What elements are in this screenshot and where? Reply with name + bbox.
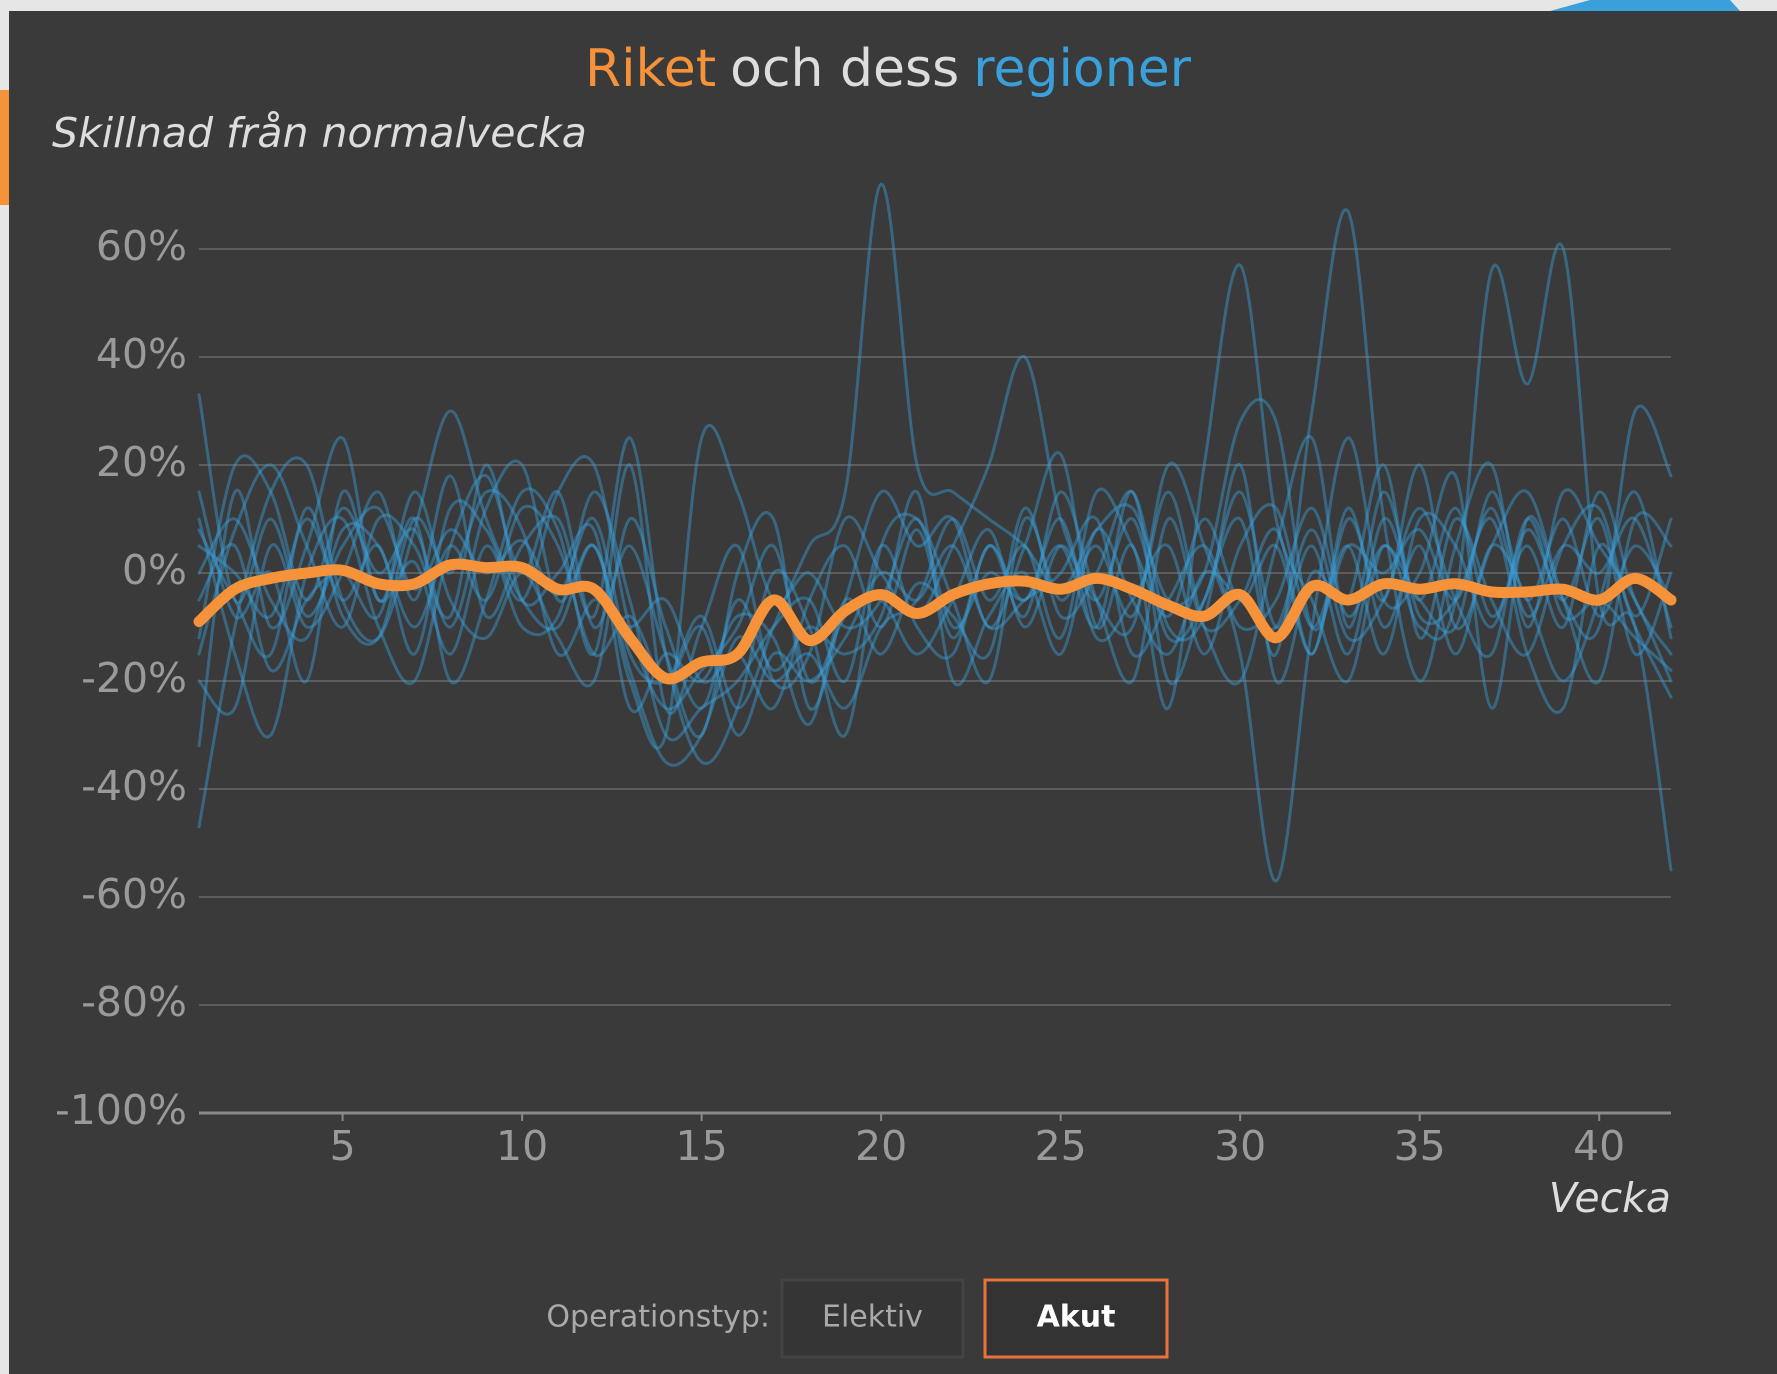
y-tick-label: 60% [96,222,187,270]
option-label[interactable]: Akut [1037,1300,1116,1335]
y-tick-label: 40% [96,330,187,378]
region-line [197,355,1673,883]
control-label: Operationstyp: [546,1300,770,1335]
option-label[interactable]: Elektiv [822,1300,923,1335]
option-button[interactable] [780,1278,965,1359]
y-tick-label: -100% [55,1086,187,1134]
chart-title: Riket och dess regioner [585,39,1192,99]
grid: -100% -80% -60% -40% -20% 0% 20% 40% 60% 5 10 15 20 2… [55,222,1671,1170]
left-accent [0,90,9,205]
region-line [197,454,1673,767]
y-tick-label: 20% [96,438,187,486]
region-line [197,489,1673,742]
x-tick-label: 35 [1394,1122,1446,1170]
option-button[interactable] [983,1278,1169,1359]
region-line [197,208,1673,829]
riket-line [193,558,1677,685]
controls: Operationstyp: Elektiv Akut [546,1278,1169,1359]
y-tick-label: -80% [81,978,187,1026]
region-lines [197,182,1673,883]
corner-accent [1550,0,1740,11]
left-strip [0,0,9,1374]
x-tick-label: 20 [855,1122,907,1170]
y-axis-label: Skillnad från normalvecka [52,109,587,157]
title-joiner: och dess [730,39,959,99]
region-line [197,463,1673,726]
x-axis-label: Vecka [1549,1174,1671,1222]
x-tick-label: 5 [330,1122,356,1170]
x-tick-label: 10 [496,1122,548,1170]
y-tick-label: 0% [122,546,187,594]
x-tick-label: 40 [1573,1122,1625,1170]
title-regions: regioner [973,39,1191,99]
region-line [197,490,1673,710]
region-line [197,455,1673,711]
x-tick-label: 15 [676,1122,728,1170]
title-riket: Riket [585,39,716,99]
region-line [197,242,1673,872]
main-line [193,558,1677,685]
x-tick-label: 30 [1214,1122,1266,1170]
y-tick-label: -40% [81,762,187,810]
region-line [197,490,1673,737]
region-line [197,182,1673,710]
top-strip [0,0,1777,11]
x-tick-label: 25 [1035,1122,1087,1170]
y-tick-label: -20% [81,654,187,702]
y-tick-label: -60% [81,870,187,918]
